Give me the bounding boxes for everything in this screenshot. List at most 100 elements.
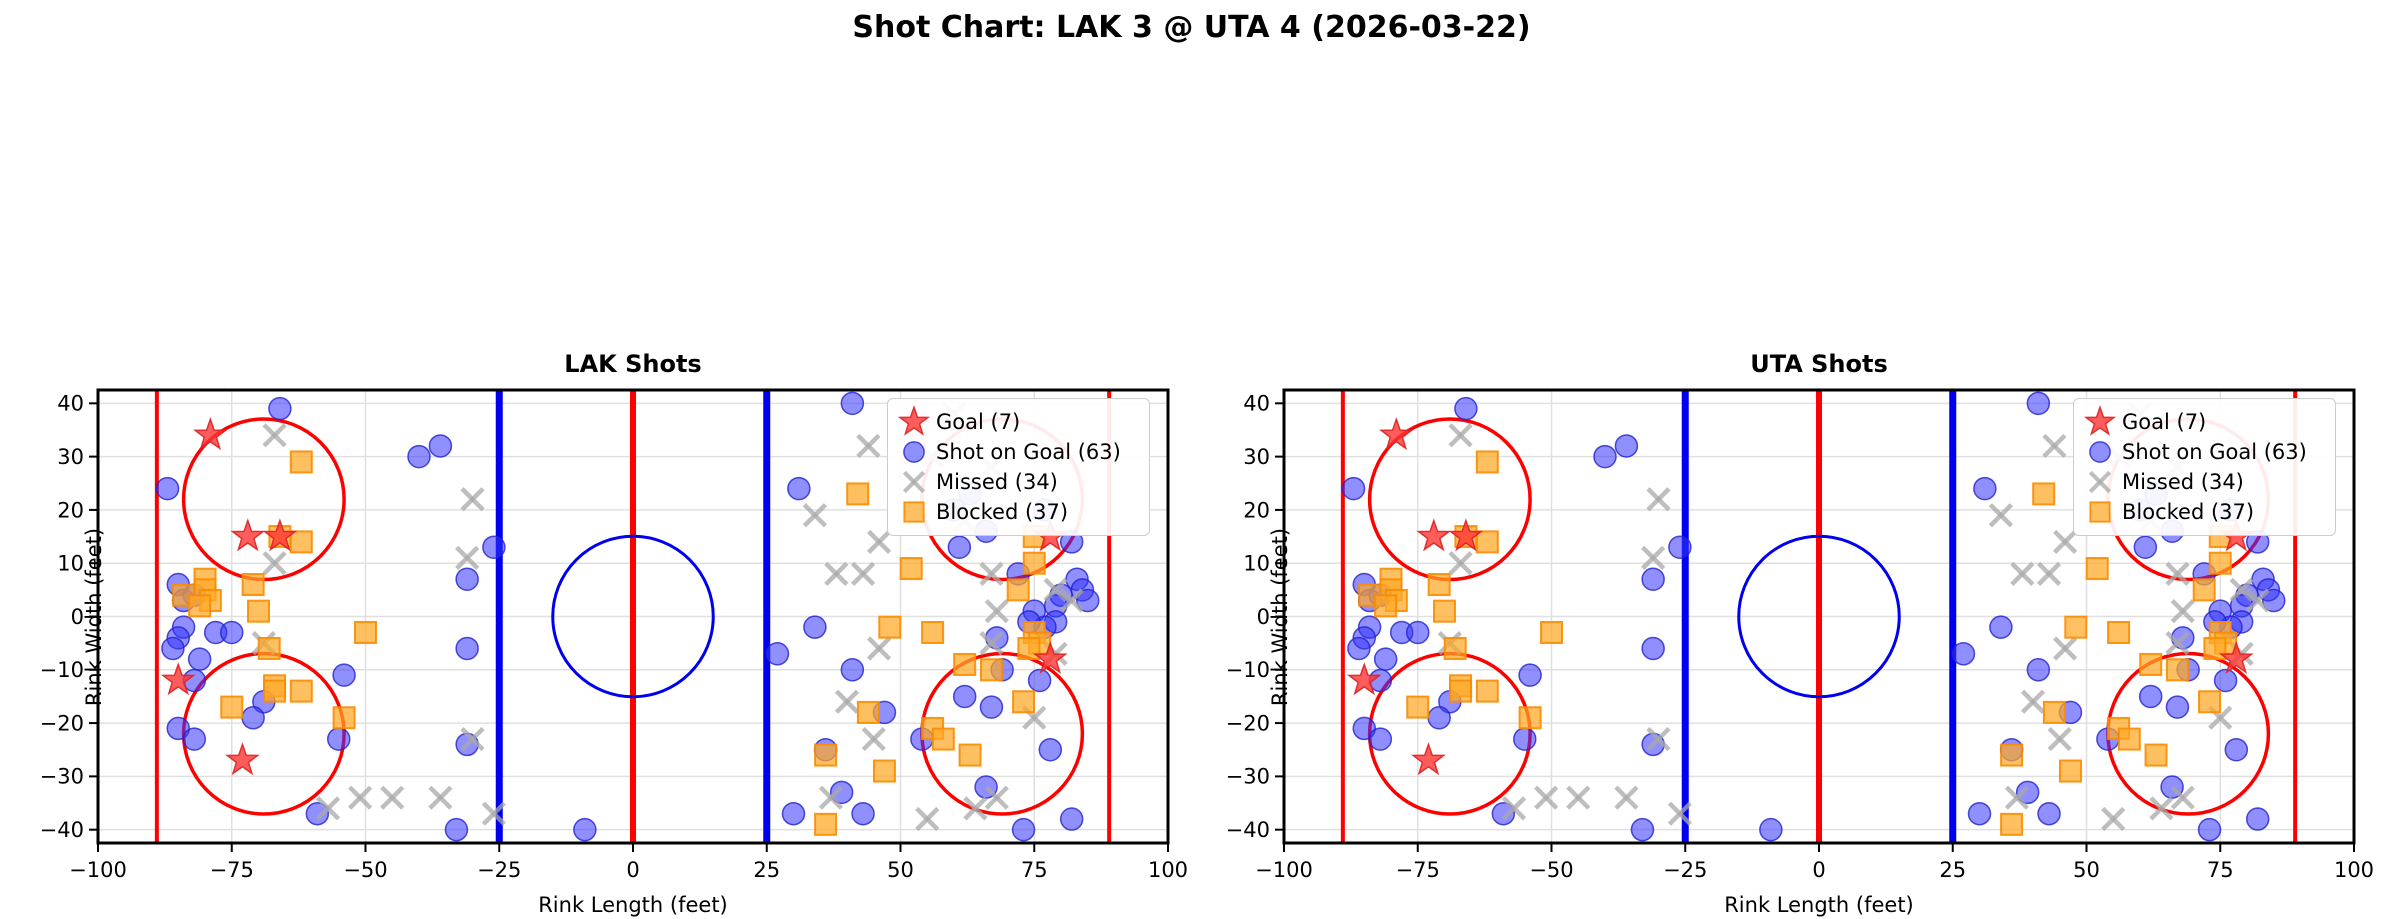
shot-marker-missed (867, 529, 892, 554)
shot-marker-shot-on-goal (155, 476, 180, 501)
shot-marker-blocked (1475, 450, 1499, 474)
shot-marker-blocked (188, 594, 212, 618)
shot-marker-shot-on-goal (573, 817, 597, 842)
shot-marker-goal (1346, 662, 1382, 696)
shot-marker-blocked (903, 501, 925, 523)
shot-marker-blocked (872, 759, 896, 783)
shot-marker-shot-on-goal (241, 706, 265, 730)
shot-marker-goal (1378, 417, 1414, 451)
shot-marker-shot-on-goal (2026, 658, 2051, 682)
legend-marker-missed (902, 470, 926, 494)
shot-marker-blocked (1443, 636, 1467, 660)
shot-marker-missed (2042, 433, 2067, 459)
shot-marker-missed (963, 796, 988, 821)
shot-marker-shot-on-goal (2015, 780, 2040, 805)
shot-marker-missed (1988, 503, 2013, 528)
legend-label-sog: Shot on Goal (63) (936, 440, 1121, 464)
shot-marker-shot-on-goal (1027, 668, 1052, 693)
x-tick-label: −100 (1255, 858, 1313, 882)
shot-marker-shot-on-goal (803, 615, 827, 639)
shot-marker-blocked (2165, 658, 2189, 682)
shot-marker-missed (1448, 423, 1473, 448)
legend-label-blocked: Blocked (37) (936, 500, 1069, 524)
shot-marker-goal (1411, 742, 1446, 776)
shot-marker-blocked (2208, 551, 2232, 575)
shot-marker-blocked (1427, 573, 1451, 597)
shot-marker-missed (1646, 726, 1671, 752)
legend-marker-blocked (2089, 501, 2111, 523)
shot-marker-blocked (846, 482, 870, 506)
y-tick-label: 20 (57, 498, 84, 522)
shot-marker-missed (1614, 785, 1639, 810)
shot-marker-shot-on-goal (2224, 737, 2249, 762)
shot-marker-goal (897, 404, 931, 436)
shot-markers (155, 391, 1100, 842)
shot-marker-goal (160, 662, 196, 696)
shot-marker-blocked (1006, 578, 1030, 602)
shot-marker-shot-on-goal (444, 817, 469, 842)
shot-marker-shot-on-goal (765, 642, 790, 666)
x-axis-label: Rink Length (feet) (538, 893, 728, 917)
x-tick-label: 100 (1148, 858, 1188, 882)
shot-marker-blocked (2089, 501, 2111, 523)
shot-marker-shot-on-goal (2245, 807, 2270, 831)
shot-marker-blocked (899, 557, 923, 581)
shot-marker-goal (2218, 640, 2254, 674)
shot-marker-missed (2036, 561, 2062, 586)
shot-marker-shot-on-goal (2037, 801, 2061, 826)
legend-label-missed: Missed (34) (936, 470, 1058, 494)
shot-marker-blocked (921, 620, 945, 644)
shot-marker-goal (230, 518, 266, 552)
lak-shots-plot: −100 −75 −50 −25 0 25 50 75 100−40−30−20−1001020… (40, 388, 1188, 882)
shot-marker-blocked (1449, 679, 1473, 703)
axis-ticks: −100 −75 −50 −25 0 25 50 75 100−40−30−20−1001020… (40, 392, 1188, 882)
x-tick-label: 0 (626, 858, 639, 882)
shot-marker-shot-on-goal (1513, 727, 1537, 751)
shot-marker-missed (2245, 588, 2270, 613)
x-tick-label: −50 (1529, 858, 1573, 882)
shot-marker-shot-on-goal (428, 434, 453, 458)
x-tick-label: 75 (1021, 858, 1048, 882)
uta-shots-plot: −100 −75 −50 −25 0 25 50 75 100−40−30−20−1001020… (1226, 388, 2374, 882)
y-tick-label: 0 (1257, 605, 1270, 629)
shot-marker-missed (902, 470, 926, 494)
shot-marker-blocked (814, 812, 838, 836)
shot-marker-missed (824, 561, 849, 586)
shot-marker-blocked (247, 599, 270, 623)
panel-uta-shots: UTA Shots −100 −75 −50 −25 0 25 50 75 100 −40 −30−… (1226, 350, 2374, 917)
shot-marker-missed (1534, 785, 1559, 810)
legend: Goal (7) Shot on Goal (63) Missed (34) Bloc… (2073, 398, 2336, 536)
shot-marker-missed (856, 433, 881, 459)
shot-marker-missed (2170, 599, 2195, 624)
shot-marker-shot-on-goal (1967, 801, 1992, 826)
shot-marker-shot-on-goal (305, 801, 330, 826)
legend-item-blocked: Blocked (37) (896, 497, 1143, 527)
shot-marker-shot-on-goal (2197, 817, 2222, 842)
shot-marker-shot-on-goal (1593, 444, 1617, 469)
shot-marker-missed (380, 785, 405, 810)
shot-marker-blocked (1406, 695, 1430, 719)
shot-marker-missed (2165, 631, 2190, 656)
shot-marker-blocked (2042, 700, 2066, 724)
y-axis-label: Rink Width (feet) (82, 527, 106, 706)
shot-marker-shot-on-goal (1630, 817, 1655, 842)
shot-marker-shot-on-goal (840, 658, 865, 682)
shot-marker-shot-on-goal (829, 780, 854, 805)
shot-marker-missed (2165, 561, 2190, 586)
shot-marker-shot-on-goal (1641, 636, 1665, 661)
shot-marker-shot-on-goal (268, 396, 292, 421)
center-circle (551, 534, 715, 699)
shot-marker-blocked (354, 620, 377, 644)
shot-marker-blocked (1475, 679, 1499, 703)
shot-marker-shot-on-goal (2026, 391, 2051, 416)
shot-marker-blocked (2000, 812, 2024, 836)
shot-marker-missed (850, 561, 876, 586)
y-tick-label: 40 (1243, 392, 1270, 416)
x-tick-label: −75 (210, 858, 254, 882)
shot-marker-missed (1448, 551, 1473, 576)
shot-marker-shot-on-goal (1059, 807, 1084, 831)
y-tick-label: −10 (1226, 658, 1270, 682)
panel-title-lak: LAK Shots (564, 350, 702, 378)
shot-marker-shot-on-goal (1406, 620, 1430, 645)
shot-marker-blocked (257, 636, 281, 660)
